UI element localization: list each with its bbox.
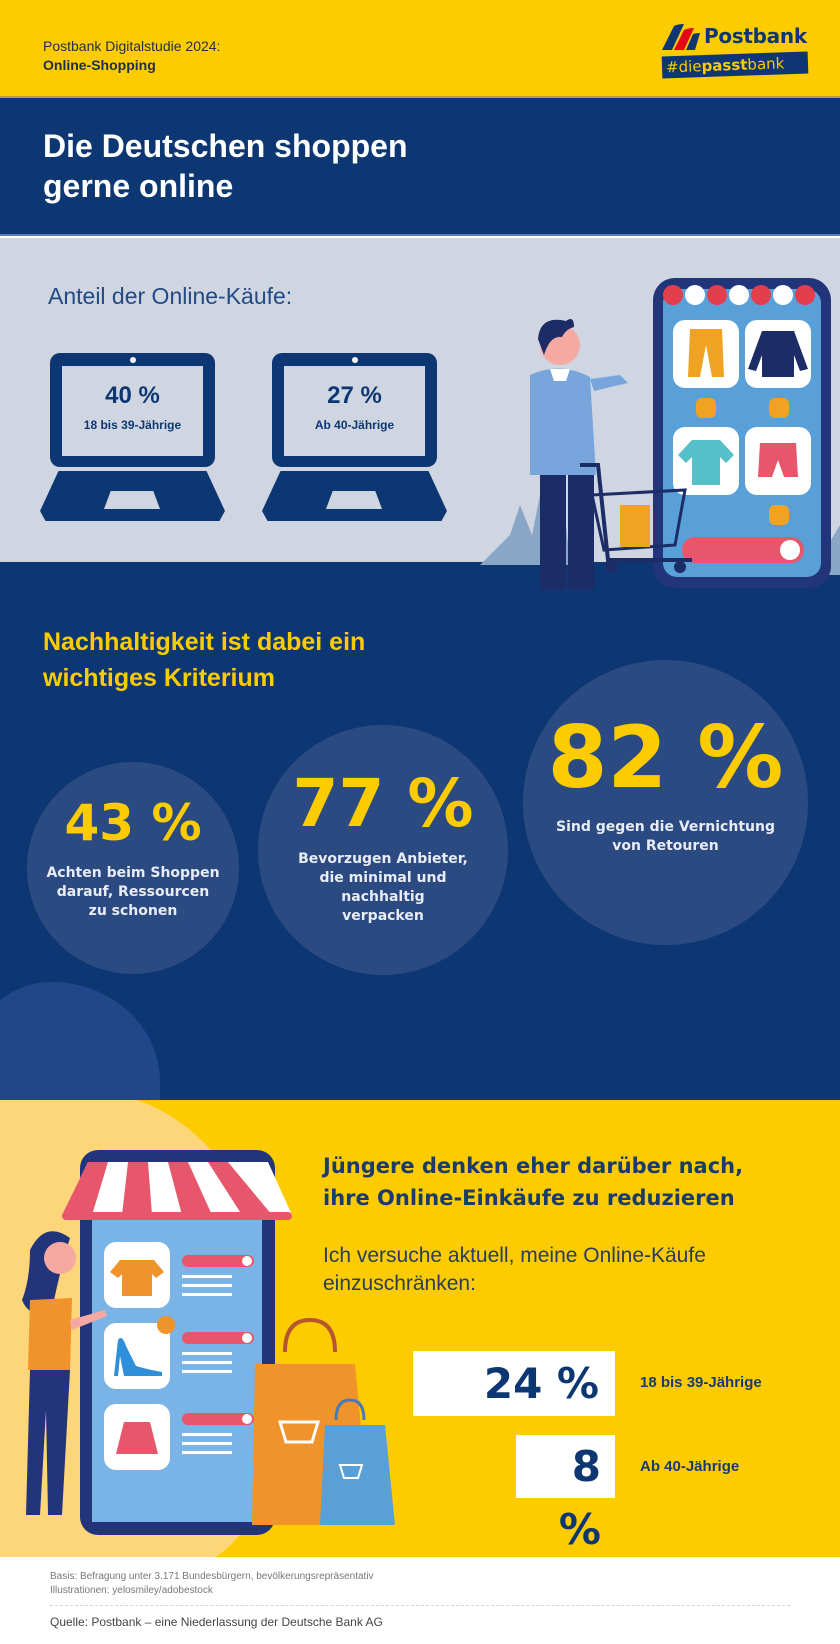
stat-value: 82 %: [547, 708, 784, 808]
stat-group: 18 bis 39-Jährige: [83, 418, 182, 432]
laptop-icon: 27 % Ab 40-Jährige: [272, 353, 437, 467]
laptop-stat-older: 27 % Ab 40-Jährige: [262, 353, 447, 521]
stat-bubble-43: 43 % Achten beim Shoppen darauf, Ressour…: [27, 762, 239, 974]
stat-value: 40 %: [105, 382, 160, 409]
footer-divider: [50, 1605, 790, 1606]
study-name: Postbank Digitalstudie 2024:: [43, 38, 221, 54]
star-badge-icon: [157, 1316, 175, 1334]
man-shopping-cart-illustration: [480, 278, 840, 590]
logo-hashtag: #diepasstbank: [661, 51, 809, 79]
study-topic: Online-Shopping: [43, 57, 156, 73]
stat-box-8: 8 %: [516, 1435, 615, 1554]
stat-box-24: 24 %: [413, 1351, 615, 1416]
awning-icon: [62, 1162, 292, 1220]
reduction-heading: Jüngere denken eher darüber nach, ihre On…: [323, 1154, 744, 1210]
decorative-blob: [0, 982, 160, 1100]
header-bar: Postbank Digitalstudie 2024: Online-Shop…: [0, 0, 840, 98]
sustainability-section: Nachhaltigkeit ist dabei ein wichtiges Kr…: [0, 562, 840, 1100]
shirt-icon: [110, 1260, 164, 1296]
awning-icon: [663, 285, 815, 305]
stat-group-label: 18 bis 39-Jährige: [640, 1374, 762, 1391]
shopping-cart-icon: [580, 463, 692, 573]
sweater-icon: [748, 331, 808, 377]
source-note: Quelle: Postbank – eine Niederlassung de…: [50, 1615, 383, 1629]
tshirt-icon: [678, 440, 734, 485]
high-heel-icon: [114, 1338, 162, 1376]
postbank-stripes-icon: [662, 24, 700, 50]
stat-bubble-82: 82 % Sind gegen die Vernichtung von Reto…: [523, 660, 808, 945]
stat-description: Sind gegen die Vernichtung von Retouren: [556, 819, 775, 854]
stat-value: 27 %: [327, 382, 382, 409]
stat-group-label: Ab 40-Jährige: [640, 1458, 740, 1475]
sustainability-heading: Nachhaltigkeit ist dabei ein wichtiges Kr…: [43, 628, 366, 692]
skirt-icon: [116, 1422, 158, 1454]
shorts-icon: [758, 443, 798, 477]
stat-group: Ab 40-Jährige: [314, 418, 395, 432]
stat-value: 77 %: [292, 765, 474, 842]
woman-phone-store-illustration: [22, 1150, 395, 1535]
pants-icon: [688, 329, 724, 377]
logo-wordmark: Postbank: [704, 24, 807, 48]
laptop-stat-young: 40 % 18 bis 39-Jährige: [40, 353, 225, 521]
illustration-credit: Illustrationen: yelosmiley/adobestock: [50, 1585, 213, 1596]
stat-value: 43 %: [64, 794, 202, 852]
laptop-icon: 40 % 18 bis 39-Jährige: [50, 353, 215, 467]
reduction-section: Jüngere denken eher darüber nach, ihre On…: [0, 1100, 840, 1557]
buy-button-shape: [682, 537, 804, 563]
stat-bubble-77: 77 % Bevorzugen Anbieter, die minimal un…: [258, 725, 508, 975]
stat-description: Bevorzugen Anbieter, die minimal und nac…: [298, 851, 468, 924]
cart-badge-icon: [769, 398, 789, 418]
title-band: Die Deutschen shoppen gerne online: [0, 98, 840, 236]
online-share-label: Anteil der Online-Käufe:: [48, 283, 293, 309]
footer: Basis: Befragung unter 3.171 Bundesbürge…: [0, 1557, 840, 1644]
page-title: Die Deutschen shoppen gerne online: [43, 128, 408, 204]
cart-badge-icon: [769, 505, 789, 525]
shopping-bag-icon: [320, 1398, 395, 1525]
footer-notes: Basis: Befragung unter 3.171 Bundesbürge…: [50, 1570, 374, 1598]
reduction-question: Ich versuche aktuell, meine Online-Käufe…: [323, 1244, 706, 1295]
cart-badge-icon: [696, 398, 716, 418]
survey-basis: Basis: Befragung unter 3.171 Bundesbürge…: [50, 1571, 374, 1582]
postbank-logo: Postbank #diepasstbank: [660, 22, 810, 79]
stat-description: Achten beim Shoppen darauf, Ressourcen z…: [46, 865, 220, 919]
